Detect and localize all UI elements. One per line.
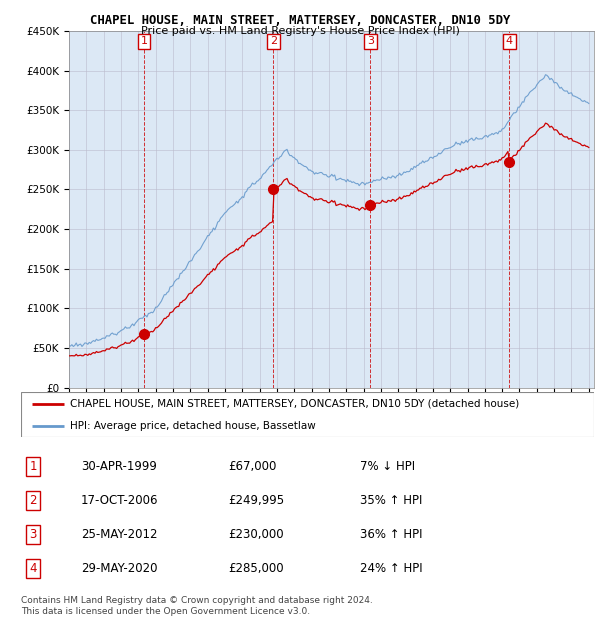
Text: HPI: Average price, detached house, Bassetlaw: HPI: Average price, detached house, Bass… [70, 421, 316, 431]
Text: 4: 4 [506, 37, 513, 46]
Text: 7% ↓ HPI: 7% ↓ HPI [360, 460, 415, 473]
Text: £285,000: £285,000 [228, 562, 284, 575]
Text: 1: 1 [29, 460, 37, 473]
Text: 36% ↑ HPI: 36% ↑ HPI [360, 528, 422, 541]
Text: £230,000: £230,000 [228, 528, 284, 541]
Text: £67,000: £67,000 [228, 460, 277, 473]
Text: 29-MAY-2020: 29-MAY-2020 [81, 562, 157, 575]
Text: £249,995: £249,995 [228, 494, 284, 507]
Text: 3: 3 [367, 37, 374, 46]
Text: Price paid vs. HM Land Registry's House Price Index (HPI): Price paid vs. HM Land Registry's House … [140, 26, 460, 36]
Text: 35% ↑ HPI: 35% ↑ HPI [360, 494, 422, 507]
Text: 4: 4 [29, 562, 37, 575]
Text: 2: 2 [270, 37, 277, 46]
Text: 2: 2 [29, 494, 37, 507]
Text: 1: 1 [140, 37, 148, 46]
Text: CHAPEL HOUSE, MAIN STREET, MATTERSEY, DONCASTER, DN10 5DY: CHAPEL HOUSE, MAIN STREET, MATTERSEY, DO… [90, 14, 510, 27]
Text: 25-MAY-2012: 25-MAY-2012 [81, 528, 157, 541]
Text: 24% ↑ HPI: 24% ↑ HPI [360, 562, 422, 575]
Text: 30-APR-1999: 30-APR-1999 [81, 460, 157, 473]
Text: Contains HM Land Registry data © Crown copyright and database right 2024.
This d: Contains HM Land Registry data © Crown c… [21, 596, 373, 616]
Text: 17-OCT-2006: 17-OCT-2006 [81, 494, 158, 507]
Text: CHAPEL HOUSE, MAIN STREET, MATTERSEY, DONCASTER, DN10 5DY (detached house): CHAPEL HOUSE, MAIN STREET, MATTERSEY, DO… [70, 399, 519, 409]
Text: 3: 3 [29, 528, 37, 541]
